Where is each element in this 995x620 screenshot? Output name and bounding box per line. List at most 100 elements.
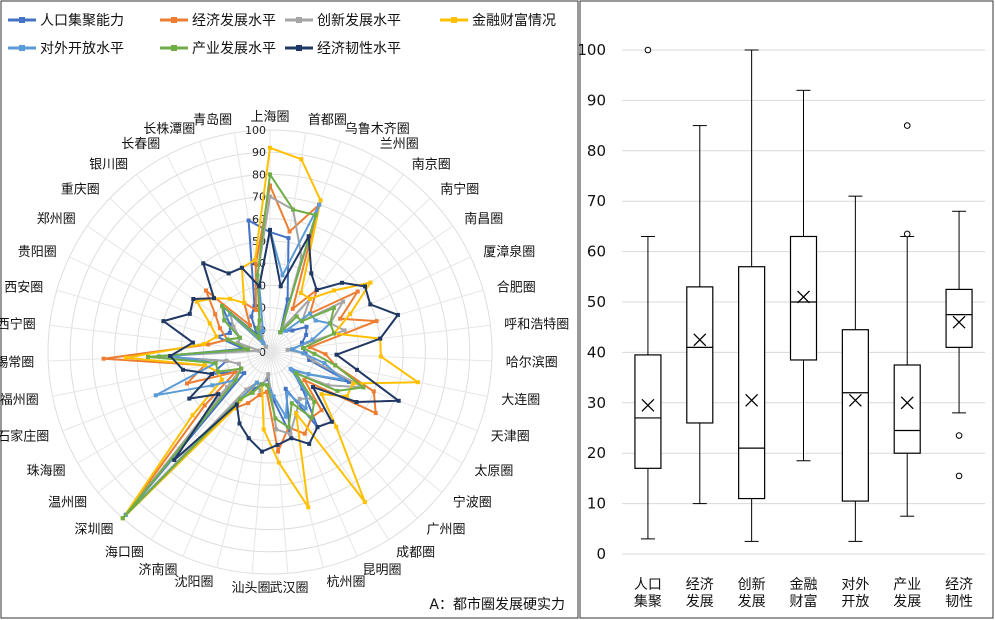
radar-series-point [261,328,265,333]
radar-spoke [77,351,271,464]
radar-series-point [254,380,259,385]
boxplot-outlier [955,432,963,439]
radar-series-point [258,388,263,393]
legend-label: 产业发展水平 [192,41,276,57]
radar-series-point [260,382,264,387]
radar-category-label: 沈阳圈 [174,575,213,590]
radar-series-point [278,284,283,289]
legend-label: 经济韧性水平 [317,41,401,57]
radar-category-label: 西安圈 [4,280,43,295]
radar-series-point [239,366,244,371]
radar-series-point [355,289,360,294]
radar-series-point [216,392,221,397]
radar-series-point [283,386,288,391]
radar-series-point [315,425,320,430]
legend-swatch-marker [19,17,25,23]
radar-category-label: 广州圈 [427,523,466,538]
radar-series-point [236,340,240,345]
radar-spoke [52,351,271,397]
radar-category-label: 银川圈 [89,157,128,172]
radar-spoke [269,155,374,353]
radar-category-label: 大连圈 [501,392,540,408]
radar-series-point [206,342,211,347]
radar-category-label: 哈尔滨圈 [506,355,558,371]
radar-series-point [246,401,251,406]
radar-spoke [269,351,358,557]
radar-series-point [213,312,218,317]
radar-series-point [301,346,306,350]
radar-series-point [190,413,195,418]
radar-series-point [322,361,327,366]
radar-series-point [276,460,281,465]
radar-series-point [308,311,312,316]
radar-category-label: 南京圈 [412,156,451,172]
radar-series-point [338,316,343,321]
radar-series-point [302,378,307,383]
radar-series-point [340,377,345,382]
radar-series-point [318,198,323,203]
radar-tick-label: 80 [252,168,266,181]
boxplot-y-tick-label: 50 [587,293,606,311]
boxplot-box [789,235,818,361]
radar-category-label: 长株潭圈 [143,122,195,137]
radar-series-point [201,342,206,346]
radar-series-point [319,392,324,397]
legend-swatch-marker [171,45,177,51]
radar-series-point [233,378,238,383]
radar-series-point [216,369,221,374]
radar-spoke [269,351,488,397]
radar-series-point [307,441,312,446]
radar-category-label: 武汉圈 [269,581,308,596]
radar-series-point [276,449,280,454]
radar-series-point [307,358,312,362]
radar-series-point [257,318,262,323]
radar-category-label: 厦漳泉圈 [483,244,535,260]
radar-series-point [299,291,303,295]
radar-series-point [312,399,317,404]
radar-series-point [300,340,304,345]
radar-series-point [268,227,272,232]
radar-series-point [415,380,420,385]
radar-series-point [334,424,339,429]
radar-series-point [265,383,270,388]
legend-label: 对外开放水平 [40,41,124,57]
radar-category-label: 西宁圈 [0,317,36,333]
radar-series-point [319,408,324,413]
radar-series-point [264,344,268,349]
radar-series-point [395,312,400,317]
radar-series-point [307,345,312,350]
boxplot-category-label: 韧性 [945,594,973,610]
radar-spoke [182,351,271,557]
radar-series-point [340,280,344,285]
radar-series-point [248,323,252,328]
radar-series-point [378,336,383,341]
legend-swatch-marker [296,17,302,23]
radar-tick-label: 90 [252,146,266,159]
radar-series-point [303,406,308,411]
radar-series-point [306,372,311,377]
radar-series-point [249,314,254,319]
boxplot-y-tick-label: 80 [587,142,606,160]
radar-series-point [294,314,299,319]
radar-series-point [299,255,304,260]
boxplot-category-label: 创新 [738,577,766,593]
boxplot-mean-marker [745,393,759,407]
radar-series-point [396,398,401,403]
boxplot-category-label: 经济 [945,577,973,593]
legend-label: 金融财富情况 [472,12,556,29]
boxplot-y-tick-label: 90 [587,91,606,109]
radar-series-point [225,337,230,342]
radar-tick-label: 0 [259,346,266,359]
radar-category-label: 杭州圈 [327,575,366,590]
radar-series-point [172,458,177,462]
radar-series-point [123,355,128,360]
radar-category-label: 石家庄圈 [0,429,49,445]
radar-series-point [284,328,288,333]
radar-series-point [285,297,290,302]
radar-series-point [226,271,231,276]
boxplot-box [841,329,869,502]
radar-series-point [261,427,266,432]
radar-series-point [212,296,216,301]
radar-caption: A：都市圈发展硬实力 [429,596,565,613]
radar-spoke [69,256,271,353]
